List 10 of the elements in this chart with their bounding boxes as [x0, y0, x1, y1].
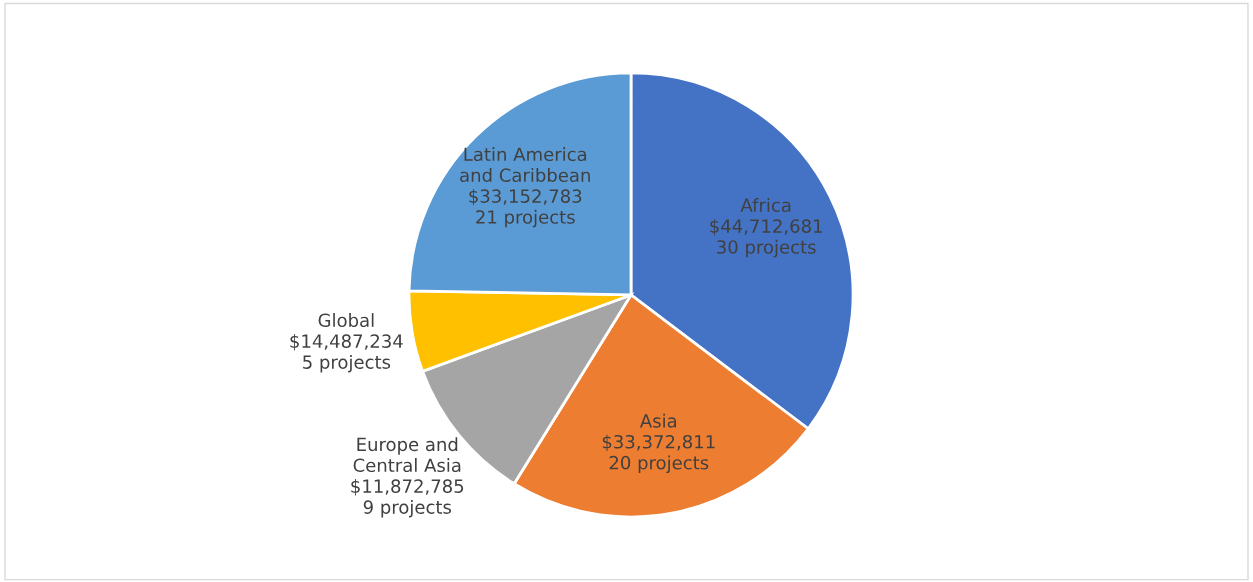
slice-label: Africa [740, 198, 791, 212]
data-label: $11,872,785 9 projects [351, 479, 464, 518]
slice-label: Latin America and Caribbean [460, 147, 590, 182]
data-label: $33,152,783 21 projects [469, 188, 582, 228]
slice-label: Global [318, 313, 374, 328]
data-label: $44,712,681 30 projects [710, 218, 822, 258]
data-label: $14,487,234 5 projects [290, 334, 403, 373]
data-label: $33,372,811 20 projects [602, 434, 715, 474]
slice-label: Asia [639, 413, 677, 428]
slice-label: Europe and Central Asia [353, 437, 461, 473]
